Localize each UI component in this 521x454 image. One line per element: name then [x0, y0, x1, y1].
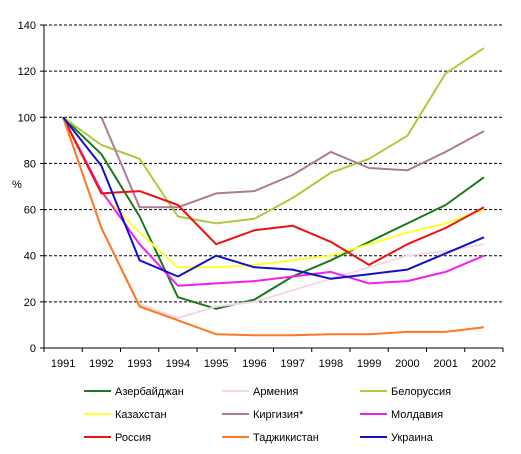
y-tick-labels: 0 20 40 60 80 100 120 140 [18, 20, 36, 355]
x-tick-label: 1995 [204, 358, 228, 370]
x-tick-label: 1997 [280, 358, 304, 370]
x-tick-label: 1998 [319, 358, 343, 370]
y-tick-label: 20 [24, 297, 36, 309]
y-axis-label: % [12, 179, 22, 191]
x-tick-label: 1996 [242, 358, 266, 370]
legend-label: Казахстан [115, 409, 167, 421]
legend: Азербайджан Армения Белоруссия Казахстан Кир… [84, 386, 451, 444]
y-tick-label: 140 [18, 20, 36, 32]
series-line [62, 116, 485, 337]
y-tick-label: 40 [24, 251, 36, 263]
x-tick-labels: 1991 1992 1993 1994 1995 1996 1997 1998 1999 2000… [51, 358, 496, 370]
legend-label: Азербайджан [115, 386, 184, 398]
x-tick-label: 1994 [166, 358, 190, 370]
x-tick-label: 1991 [51, 358, 75, 370]
legend-label: Армения [253, 386, 298, 398]
axes [40, 24, 504, 352]
series-line [62, 116, 485, 287]
legend-label: Таджикистан [253, 432, 319, 444]
series-line [62, 116, 485, 310]
series-line [62, 116, 485, 266]
x-tick-label: 2002 [472, 358, 496, 370]
series-line [100, 116, 485, 209]
legend-label: Украина [391, 432, 434, 444]
series-line [62, 116, 485, 280]
x-tick-label: 1999 [357, 358, 381, 370]
x-tick-label: 2000 [395, 358, 419, 370]
series-line [62, 47, 485, 225]
series-line [62, 116, 485, 269]
legend-label: Россия [115, 432, 151, 444]
y-tick-label: 0 [30, 343, 36, 355]
legend-label: Белоруссия [391, 386, 451, 398]
x-tick-label: 2001 [433, 358, 457, 370]
x-tick-label: 1993 [127, 358, 151, 370]
y-tick-label: 120 [18, 66, 36, 78]
series-lines [62, 47, 485, 337]
y-tick-label: 80 [24, 158, 36, 170]
legend-label: Киргизия* [253, 409, 304, 421]
x-tick-label: 1992 [89, 358, 113, 370]
y-tick-label: 100 [18, 112, 36, 124]
y-tick-label: 60 [24, 205, 36, 217]
legend-label: Молдавия [391, 409, 443, 421]
grid-lines [44, 24, 503, 303]
